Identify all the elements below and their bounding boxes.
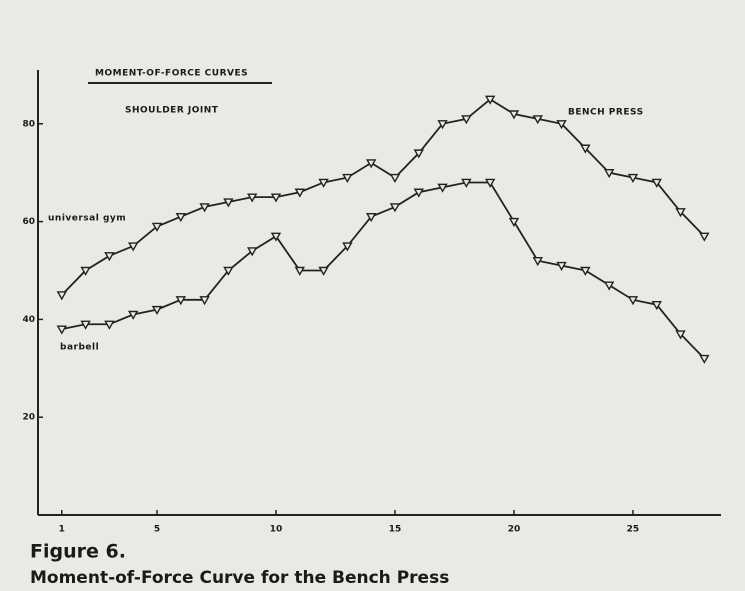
data-point <box>80 320 91 330</box>
data-point <box>484 95 496 105</box>
data-point <box>342 173 353 183</box>
x-tick-label: 15 <box>389 525 402 535</box>
data-point <box>389 203 401 213</box>
data-point <box>318 266 329 276</box>
data-point <box>246 247 258 257</box>
chart-subtitle: SHOULDER JOINT <box>125 106 219 116</box>
data-point <box>223 266 234 276</box>
data-point <box>151 305 163 316</box>
data-point <box>104 252 115 262</box>
data-point <box>603 281 615 291</box>
data-point <box>389 173 401 183</box>
data-point <box>556 120 567 130</box>
figure-caption: Moment-of-Force Curve for the Bench Pres… <box>30 568 449 588</box>
y-tick-label: 60 <box>22 217 35 227</box>
data-point <box>675 330 686 340</box>
data-point <box>413 149 424 159</box>
y-tick-label: 80 <box>22 119 35 129</box>
data-point <box>365 159 377 169</box>
x-tick-label: 25 <box>627 525 640 535</box>
data-point <box>104 320 115 330</box>
data-point <box>699 232 710 242</box>
x-tick-label: 20 <box>508 525 521 535</box>
data-point <box>56 291 68 301</box>
data-point <box>651 178 662 188</box>
data-point <box>294 266 305 276</box>
data-point <box>651 301 662 311</box>
data-point <box>580 144 591 154</box>
data-point <box>199 296 210 306</box>
data-point <box>175 296 186 306</box>
legend-label: barbell <box>60 343 99 353</box>
data-point <box>675 208 686 218</box>
data-point <box>294 188 305 198</box>
data-point <box>127 310 139 320</box>
data-point <box>199 203 210 213</box>
data-point <box>580 266 591 276</box>
data-point <box>413 188 424 198</box>
data-point <box>270 232 282 242</box>
data-point <box>699 354 710 364</box>
x-tick-label: 10 <box>270 525 283 535</box>
data-point <box>318 178 329 188</box>
data-point <box>461 115 472 125</box>
figure-label: Figure 6. <box>30 541 126 563</box>
x-tick-label: 1 <box>59 525 65 535</box>
data-point <box>484 178 496 188</box>
data-point <box>223 198 234 208</box>
data-point <box>437 120 448 130</box>
data-point <box>532 115 543 125</box>
legend-label: universal gym <box>48 214 126 224</box>
x-tick-label: 5 <box>154 525 160 535</box>
data-point <box>175 213 186 223</box>
data-point <box>603 168 615 179</box>
data-point <box>270 193 282 203</box>
data-point <box>80 266 91 276</box>
data-point <box>56 325 68 335</box>
data-point <box>508 110 520 120</box>
data-point <box>365 213 377 223</box>
data-point <box>437 183 448 193</box>
series-line <box>61 181 705 360</box>
y-tick-label: 20 <box>22 413 35 423</box>
data-point <box>532 257 543 267</box>
chart-title: MOMENT-OF-FORCE CURVES <box>95 69 248 79</box>
y-tick-label: 40 <box>22 315 35 325</box>
data-point <box>151 222 163 232</box>
annotation: BENCH PRESS <box>568 108 644 118</box>
data-point <box>508 217 520 228</box>
data-point <box>127 242 139 252</box>
data-point <box>627 296 639 306</box>
data-point <box>246 193 258 203</box>
data-point <box>461 178 472 188</box>
data-point <box>627 173 639 183</box>
data-point <box>342 242 353 252</box>
series-line <box>61 98 705 296</box>
data-point <box>556 261 567 272</box>
